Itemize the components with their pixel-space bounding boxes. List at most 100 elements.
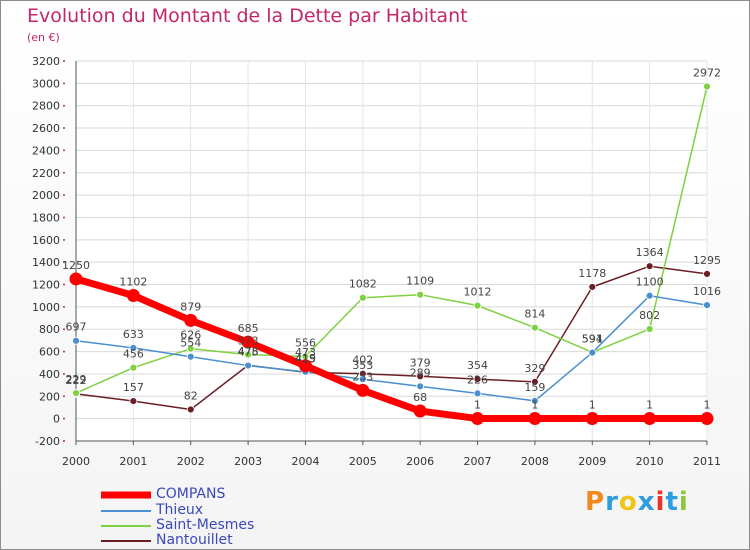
proxiti-logo: Proxiti [585,487,689,517]
data-point [241,335,255,349]
data-point [356,383,370,397]
data-point [416,372,425,381]
y-tick-mark [63,60,65,62]
data-point [416,382,425,391]
logo-letter: i [678,487,689,517]
series-line-thieux [75,294,708,402]
data-point [531,377,539,386]
y-tick-label: 200 [39,390,60,403]
y-tick-label: 3000 [32,77,60,90]
data-label: 1109 [406,275,434,288]
legend-label-saint-mesmes: Saint-Mesmes [156,517,255,533]
y-tick-mark [63,305,65,308]
y-tick-label: 2600 [32,122,60,135]
data-label: 157 [123,381,144,394]
x-tick-label: 2004 [291,455,319,468]
data-label: 1 [474,399,481,412]
data-label: 1012 [464,286,492,299]
x-tick-label: 2002 [177,455,205,468]
y-tick-mark [63,440,65,442]
y-tick-label: 0 [53,413,60,426]
logo-letter: t [665,487,679,517]
data-label: 879 [180,300,201,313]
data-label: 1 [531,399,538,412]
logo-letter: r [605,487,619,517]
data-point [416,290,425,299]
data-point [244,350,252,359]
legend-label-compans: COMPANS [156,486,226,502]
y-tick-mark [63,149,65,152]
legend-label-nantouillet: Nantouillet [156,532,233,548]
data-point [643,412,657,426]
logo-letter: o [618,487,638,517]
data-point [244,361,252,370]
y-tick-mark [63,283,65,286]
x-tick-label: 2008 [521,455,549,468]
y-tick-mark [63,350,65,353]
data-label: 1 [646,399,653,412]
y-tick-mark [63,216,65,219]
data-point [528,412,542,426]
y-tick-mark [63,261,65,264]
data-point [645,262,654,271]
data-point [588,283,597,291]
data-label: 626 [180,329,201,342]
y-tick-label: 1000 [32,301,60,314]
data-label: 419 [295,352,316,365]
x-tick-label: 2009 [578,455,606,468]
y-tick-label: 1800 [32,211,60,224]
data-label: 633 [123,328,144,341]
data-label: 159 [524,381,545,394]
data-point [585,412,599,426]
logo-letter: i [655,487,666,517]
data-point [473,301,482,310]
data-point [358,375,367,384]
chart-title: Evolution du Montant de la Dette par Hab… [27,5,468,27]
data-label: 226 [467,373,488,386]
y-tick-label: 1200 [32,279,60,292]
data-label: 229 [66,373,87,386]
data-label: 554 [180,337,201,350]
data-point [703,301,711,309]
data-label: 82 [184,389,198,402]
legend-swatch-saint-mesmes [101,525,151,527]
y-tick-label: -200 [35,435,60,448]
data-point [700,412,714,426]
y-tick-label: 2200 [32,167,60,180]
data-point [184,313,198,327]
data-point [69,272,83,286]
y-tick-mark [63,417,65,420]
data-point [126,288,140,302]
logo-letter: P [585,487,606,517]
data-label: 473 [295,346,316,359]
data-label: 415 [295,352,316,365]
data-point [186,405,195,414]
y-tick-label: 1600 [32,234,60,247]
data-label: 456 [123,348,144,361]
data-point [358,293,367,302]
y-tick-label: 3200 [32,55,60,68]
data-point [531,323,539,332]
data-label: 2972 [693,66,721,79]
data-label: 1 [704,399,711,412]
y-tick-label: 400 [39,368,60,381]
data-point [129,343,138,352]
y-tick-label: 600 [39,346,60,359]
series-line-nantouillet [75,265,708,411]
x-tick-label: 2006 [406,455,434,468]
data-point [129,363,138,372]
data-label: 802 [639,309,660,322]
y-tick-mark [63,372,65,375]
data-label: 1250 [62,259,90,272]
data-point [72,389,80,397]
data-label: 353 [352,359,373,372]
data-label: 1100 [636,276,664,289]
y-tick-mark [63,395,65,398]
y-tick-mark [63,238,65,241]
series-saint-mesmes [72,82,711,397]
y-tick-label: 2000 [32,189,60,202]
data-label: 354 [467,359,488,372]
series-line-compans [75,275,707,423]
